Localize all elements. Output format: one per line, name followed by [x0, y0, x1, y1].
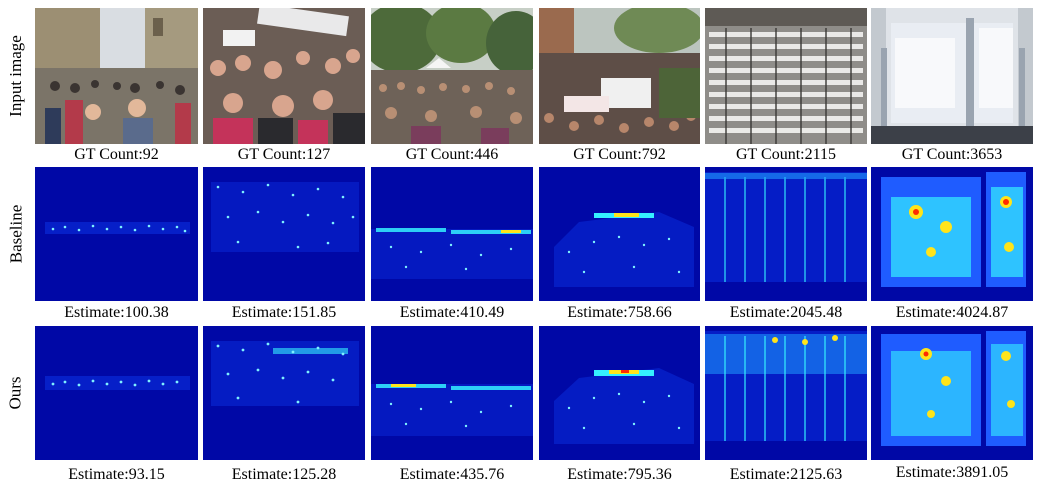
- gt-count-label-4: GT Count:792: [573, 146, 666, 163]
- baseline-density-map-4: [539, 167, 700, 301]
- gt-count-label-2: GT Count:127: [237, 146, 331, 163]
- baseline-estimate-label-4: Estimate:758.66: [567, 304, 672, 321]
- gt-count-label-6: GT Count:3653: [901, 146, 1003, 163]
- ours-density-map-4: [539, 326, 700, 460]
- ours-estimate-label-1: Estimate:93.15: [68, 466, 165, 483]
- ours-estimate-label-2: Estimate:125.28: [231, 466, 337, 483]
- baseline-estimate-label-2: Estimate:151.85: [231, 304, 337, 321]
- ours-density-map-6: [871, 326, 1033, 460]
- input-image-6: [871, 8, 1033, 144]
- input-image-2: [203, 8, 365, 144]
- ours-density-map-1: [35, 326, 198, 460]
- baseline-density-map-3: [371, 167, 533, 301]
- baseline-density-map-1: [35, 167, 198, 301]
- baseline-estimate-label-1: Estimate:100.38: [64, 304, 169, 321]
- baseline-estimate-label-6: Estimate:4024.87: [895, 304, 1009, 321]
- ours-estimate-label-3: Estimate:435.76: [399, 466, 505, 483]
- input-image-1: [35, 8, 198, 144]
- input-image-5: [705, 8, 867, 144]
- baseline-density-map-6: [871, 167, 1033, 301]
- row-label-ours: Ours: [6, 376, 25, 410]
- ours-estimate-label-6: Estimate:3891.05: [895, 464, 1009, 481]
- ours-density-map-2: [203, 326, 365, 460]
- gt-count-label-3: GT Count:446: [405, 146, 499, 163]
- ours-density-map-5: [705, 326, 867, 460]
- baseline-density-map-2: [203, 167, 365, 301]
- row-label-baseline: Baseline: [6, 204, 26, 264]
- input-image-3: [371, 8, 533, 144]
- input-image-4: [539, 8, 700, 144]
- row-label-input: Input image: [6, 35, 26, 117]
- ours-density-map-3: [371, 326, 533, 460]
- gt-count-label-5: GT Count:2115: [735, 146, 836, 163]
- baseline-density-map-5: [705, 167, 867, 301]
- ours-estimate-label-5: Estimate:2125.63: [729, 466, 843, 483]
- gt-count-label-1: GT Count:92: [74, 146, 159, 163]
- baseline-estimate-label-5: Estimate:2045.48: [729, 304, 843, 321]
- ours-estimate-label-4: Estimate:795.36: [567, 466, 672, 483]
- baseline-estimate-label-3: Estimate:410.49: [399, 304, 505, 321]
